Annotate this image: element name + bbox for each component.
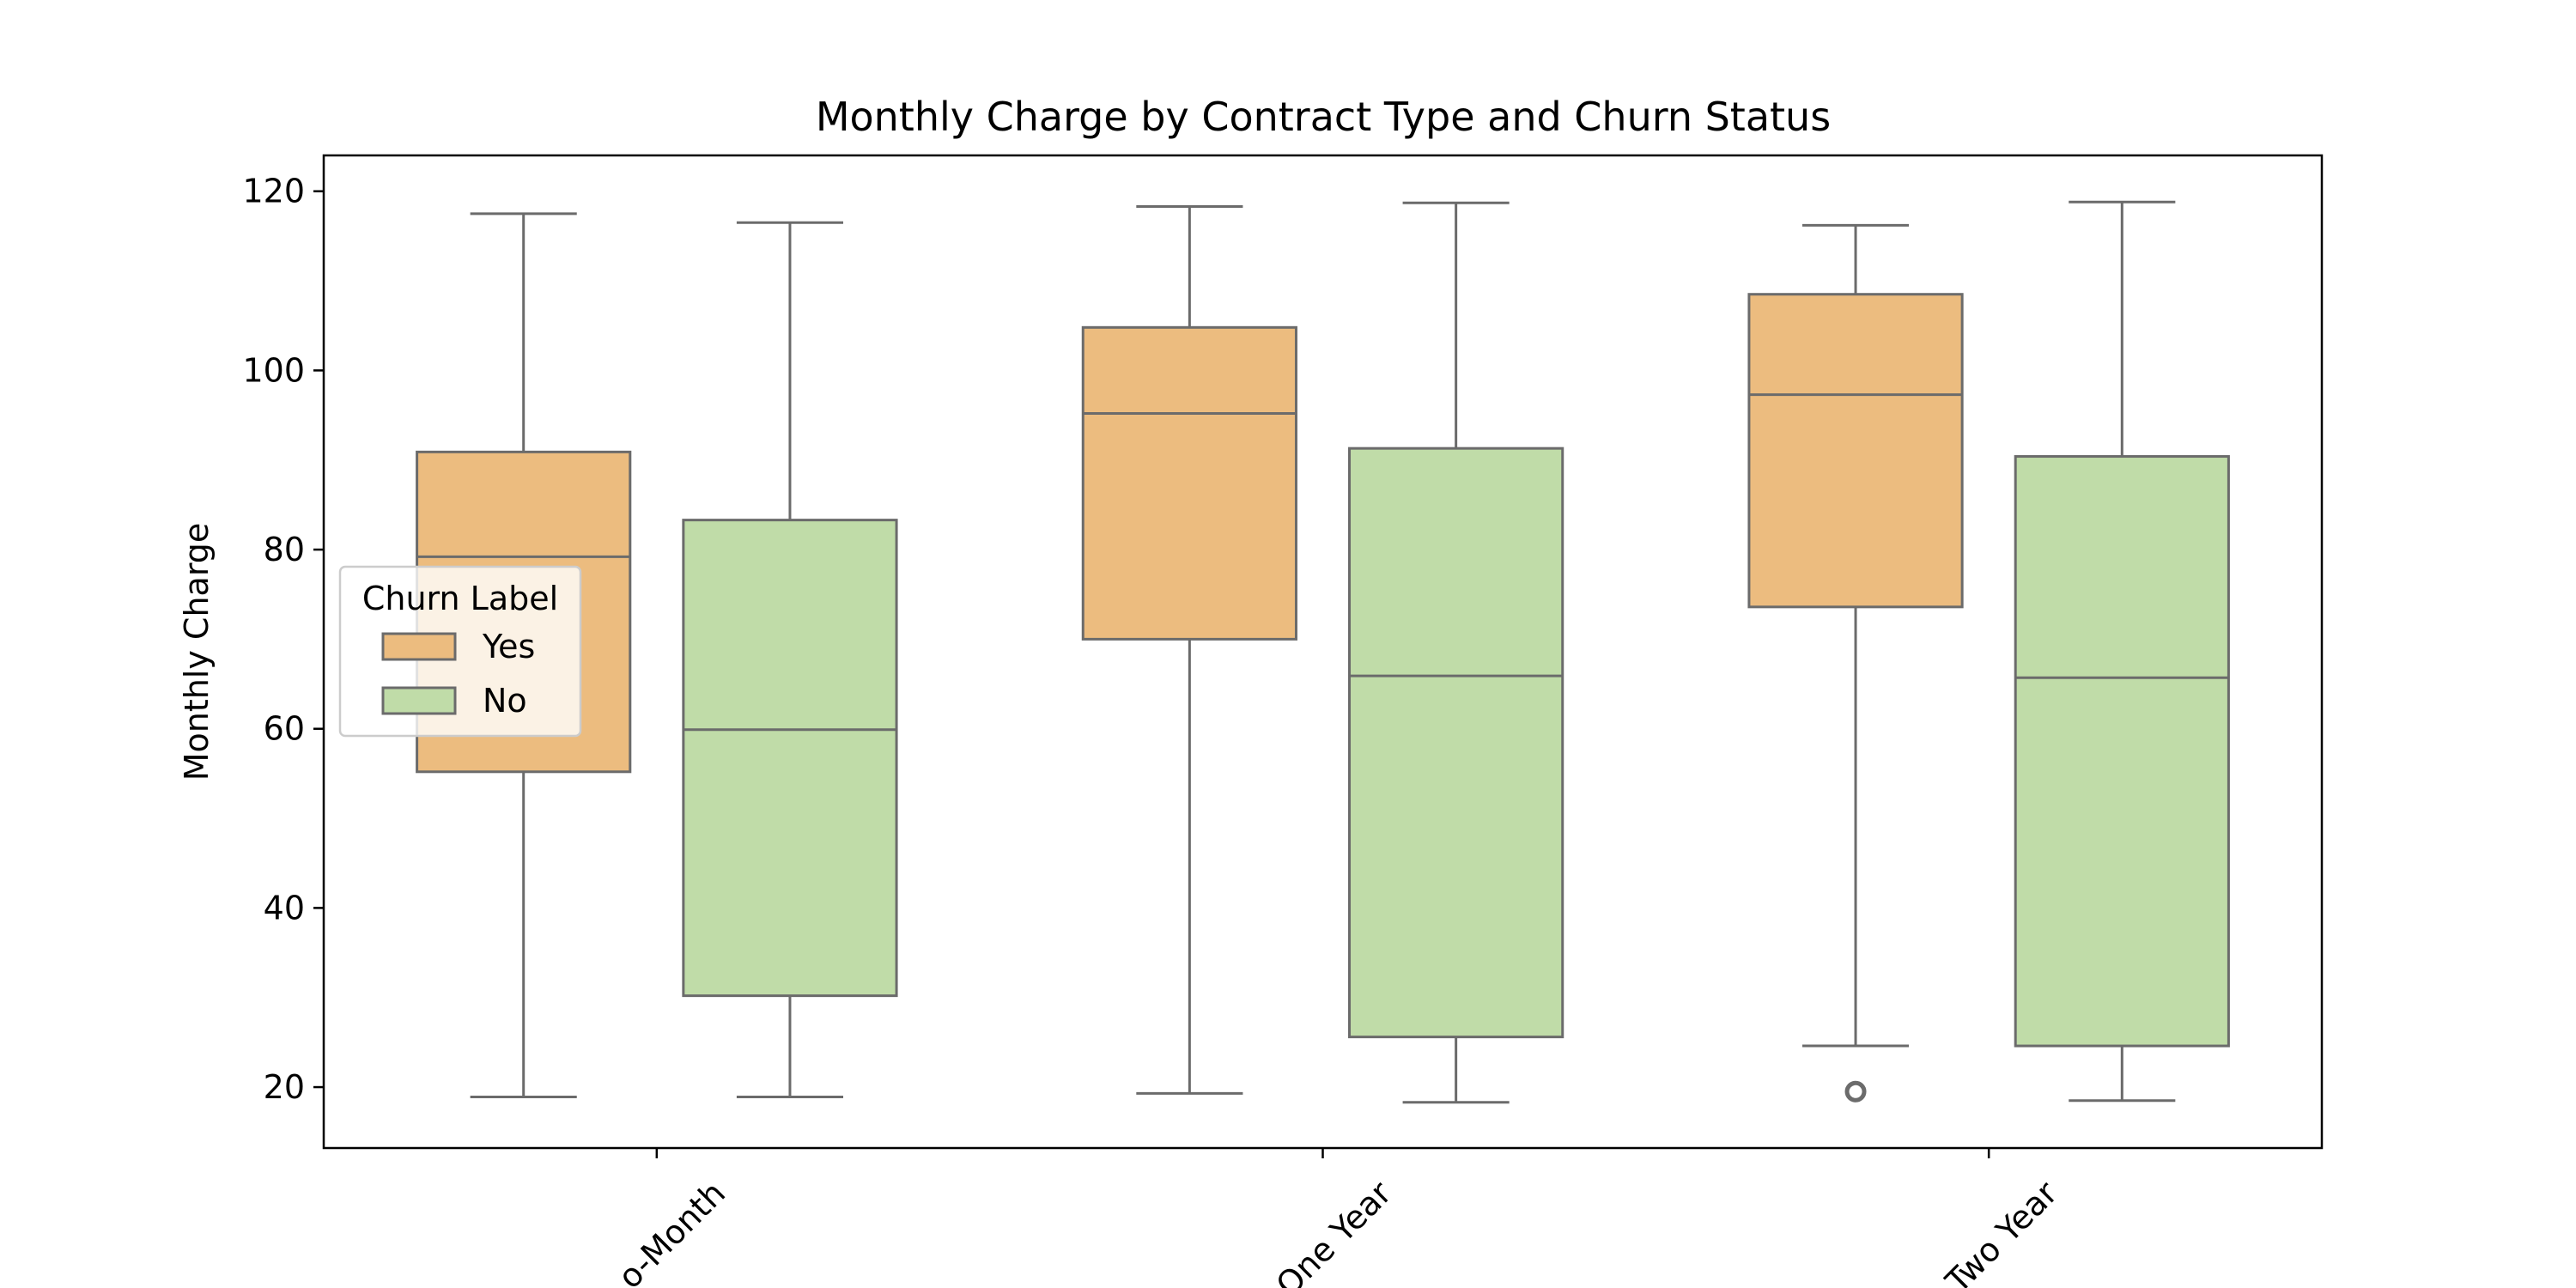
iqr-box <box>1081 325 1297 641</box>
y-tick-label: 100 <box>242 351 305 389</box>
legend-label-no: No <box>483 682 527 720</box>
outlier-point <box>1844 1080 1867 1103</box>
legend: Churn Label Yes No <box>338 565 582 738</box>
plot-area <box>416 200 2230 1104</box>
iqr-box <box>1747 293 1964 609</box>
y-tick-label: 20 <box>264 1068 305 1106</box>
x-axis: o-Month One Year Two Year <box>611 1148 2065 1288</box>
y-tick-label: 60 <box>264 710 305 748</box>
y-axis-label: Monthly Charge <box>178 523 216 781</box>
x-tick-label: Two Year <box>1938 1174 2065 1288</box>
iqr-box <box>2014 455 2230 1048</box>
iqr-box <box>682 519 898 998</box>
legend-swatch-yes <box>381 632 457 661</box>
y-tick-label: 40 <box>264 889 305 927</box>
y-axis: 20 40 60 80 100 120 <box>242 173 324 1106</box>
iqr-box <box>1348 447 1564 1039</box>
y-tick-label: 120 <box>242 173 305 210</box>
box-yes-3 <box>1747 223 1964 1103</box>
chart-title: Monthly Charge by Contract Type and Chur… <box>816 94 1831 140</box>
box-no-2 <box>1348 201 1564 1104</box>
legend-label-yes: Yes <box>482 628 535 665</box>
x-tick-label: o-Month <box>611 1174 732 1288</box>
y-tick-label: 80 <box>264 531 305 568</box>
box-no-3 <box>2014 200 2230 1103</box>
x-tick-label: One Year <box>1269 1174 1400 1288</box>
legend-swatch-no <box>381 686 457 715</box>
box-yes-2 <box>1081 204 1297 1095</box>
box-no-1 <box>682 221 898 1099</box>
legend-title: Churn Label <box>362 580 558 617</box>
